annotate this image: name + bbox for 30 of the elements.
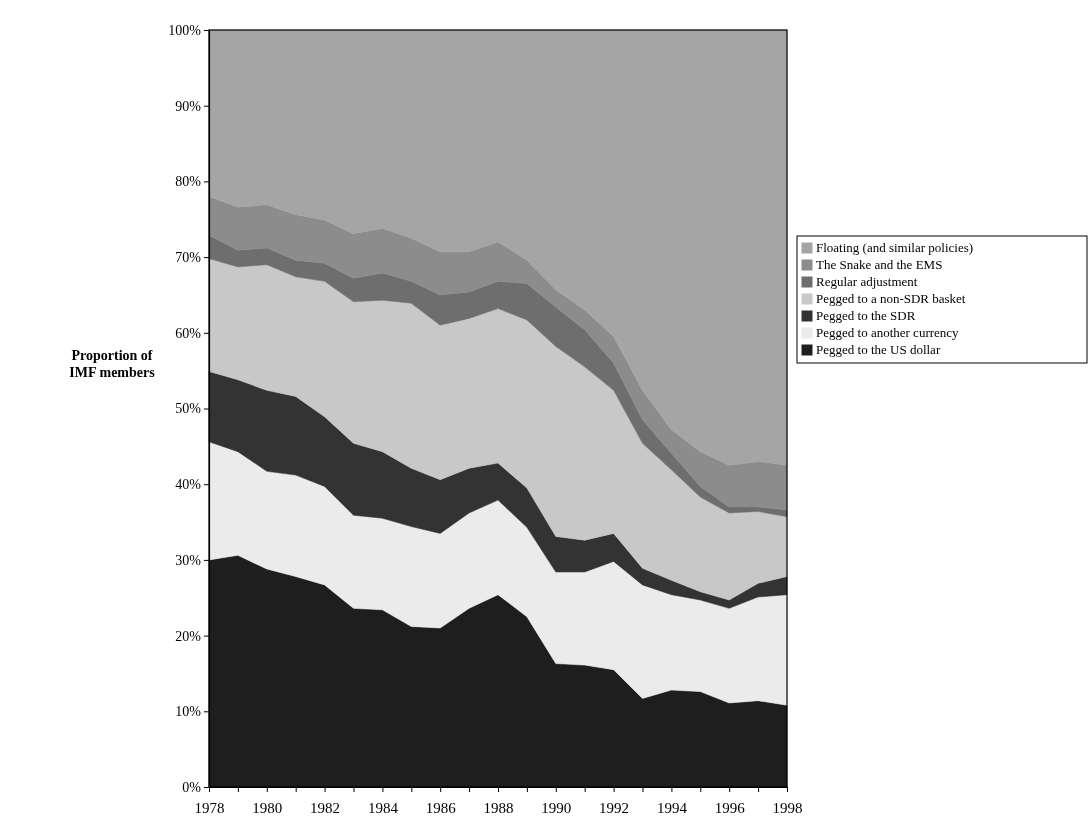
legend-label: Pegged to a non-SDR basket	[816, 291, 966, 306]
x-tick-label: 1978	[194, 800, 225, 816]
y-tick-label: 10%	[175, 704, 202, 720]
x-tick-label: 1992	[599, 800, 630, 816]
x-tick-label: 1982	[310, 800, 341, 816]
y-tick-label: 70%	[175, 250, 202, 266]
x-tick-label: 1990	[541, 800, 572, 816]
legend-label: Pegged to the US dollar	[816, 342, 941, 357]
x-tick-label: 1988	[483, 800, 514, 816]
y-tick-label: 0%	[182, 779, 202, 795]
legend-label: Pegged to another currency	[816, 325, 960, 340]
legend-label: The Snake and the EMS	[816, 257, 943, 272]
legend-label: Pegged to the SDR	[816, 308, 916, 323]
y-tick-label: 40%	[175, 477, 202, 493]
x-tick-label: 1996	[714, 800, 746, 816]
x-tick-label: 1986	[425, 800, 457, 816]
legend-label: Regular adjustment	[816, 274, 918, 289]
x-tick-label: 1984	[367, 800, 399, 816]
y-tick-label: 90%	[175, 98, 202, 114]
y-tick-label: 30%	[175, 552, 202, 568]
y-tick-label: 80%	[175, 174, 202, 190]
y-tick-label: 60%	[175, 325, 202, 341]
y-axis-title: Proportion of IMF members	[69, 348, 156, 380]
x-tick-label: 1998	[772, 800, 803, 816]
y-tick-label: 100%	[168, 22, 202, 38]
y-tick-label: 20%	[175, 628, 202, 644]
x-tick-label: 1980	[252, 800, 283, 816]
y-tick-label: 50%	[175, 401, 202, 417]
x-tick-label: 1994	[656, 800, 688, 816]
legend-label: Floating (and similar policies)	[816, 240, 974, 255]
